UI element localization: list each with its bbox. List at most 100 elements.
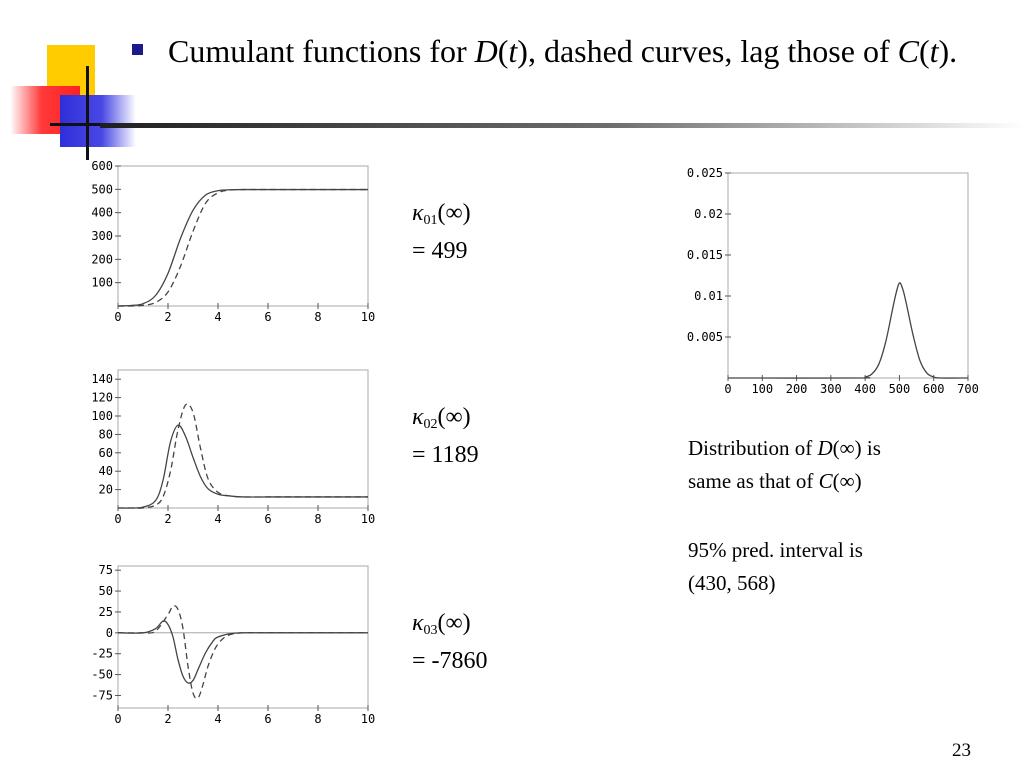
kappa02-annotation: κ02(∞) = 1189: [412, 402, 479, 470]
x-tick-label: 0: [724, 382, 731, 396]
kappa-arg: (∞): [437, 404, 471, 430]
y-tick-label: 0: [106, 626, 113, 640]
x-tick-label: 0: [114, 512, 121, 526]
x-tick-label: 6: [264, 310, 271, 324]
y-tick-label: 600: [91, 160, 113, 173]
x-tick-label: 2: [164, 512, 171, 526]
y-tick-label: 25: [99, 605, 113, 619]
y-tick-label: 50: [99, 584, 113, 598]
title-t-var: t: [508, 33, 518, 69]
note-text: (430, 568): [688, 571, 776, 595]
note-text: Distribution of: [688, 436, 818, 460]
x-tick-label: 600: [923, 382, 945, 396]
x-tick-label: 10: [361, 310, 375, 324]
solid-series-line: [117, 620, 368, 684]
y-tick-label: 100: [91, 276, 113, 290]
kappa-symbol: κ: [412, 404, 424, 430]
note-text: 95% pred. interval is: [688, 538, 863, 562]
y-tick-label: 200: [91, 252, 113, 266]
distribution-note: Distribution of D(∞) is same as that of …: [688, 432, 881, 498]
y-tick-label: 500: [91, 182, 113, 196]
y-tick-label: -25: [91, 647, 113, 661]
kappa-arg: (∞): [437, 200, 471, 226]
x-tick-label: 4: [214, 310, 221, 324]
chart-distribution: 0.005 0.01 0.015 0.02 0.025 0 100 200 300 400 500 6…: [687, 166, 979, 396]
chart-kappa02: 20 40 60 80 100 120 140 0 2 4 6 8 10: [91, 369, 375, 526]
title-paren: ).: [938, 33, 958, 69]
title-paren: (: [918, 33, 930, 69]
y-tick-label: 75: [99, 563, 113, 577]
kappa-value: = 499: [412, 238, 468, 264]
y-tick-label: 0.015: [687, 248, 723, 262]
x-tick-label: 0: [114, 310, 121, 324]
decor-blue-square: [60, 95, 136, 147]
y-tick-label: 0.025: [687, 166, 723, 180]
x-tick-label: 0: [114, 712, 121, 726]
kappa-value: = 1189: [412, 442, 479, 468]
x-tick-label: 2: [164, 310, 171, 324]
x-tick-label: 8: [314, 512, 321, 526]
decor-horizontal-line: [50, 123, 106, 126]
y-tick-label: 0.02: [694, 207, 723, 221]
title-t-var: t: [929, 33, 939, 69]
y-tick-label: 40: [99, 464, 113, 478]
kappa-arg: (∞): [437, 610, 471, 636]
note-text: (∞): [832, 469, 862, 493]
note-symbol: C: [818, 469, 833, 493]
plot-frame: [117, 165, 369, 307]
dashed-series-line: [118, 403, 368, 509]
x-tick-label: 300: [820, 382, 842, 396]
y-tick-label: 120: [91, 391, 113, 405]
x-tick-label: 10: [361, 712, 375, 726]
solid-series-line: [727, 282, 969, 379]
x-tick-label: 6: [264, 512, 271, 526]
y-tick-label: 100: [91, 409, 113, 423]
note-text: (∞) is: [832, 436, 881, 460]
kappa-subscript: 01: [423, 213, 438, 228]
plot-frame: [117, 565, 369, 709]
title-paren: ): [517, 33, 528, 69]
interval-note: 95% pred. interval is (430, 568): [688, 534, 863, 600]
page-number: 23: [952, 740, 971, 761]
decor-vertical-line: [86, 66, 89, 160]
x-tick-label: 2: [164, 712, 171, 726]
y-tick-label: 20: [99, 483, 113, 497]
x-tick-label: 700: [957, 382, 979, 396]
y-tick-label: 0.01: [694, 289, 723, 303]
kappa-symbol: κ: [412, 200, 424, 226]
x-tick-label: 100: [751, 382, 773, 396]
kappa03-annotation: κ03(∞) = -7860: [412, 608, 488, 676]
x-tick-label: 8: [314, 712, 321, 726]
solid-series-line: [117, 424, 368, 509]
kappa-symbol: κ: [412, 610, 424, 636]
kappa-value: = -7860: [412, 648, 488, 674]
bullet-icon: [132, 44, 143, 55]
title-underline: [100, 123, 1024, 128]
x-tick-label: 6: [264, 712, 271, 726]
plot-frame: [117, 369, 369, 509]
note-symbol: D: [817, 436, 833, 460]
title-paren: (: [497, 33, 509, 69]
title-c-symbol: C: [897, 33, 919, 69]
dashed-series-line: [117, 605, 368, 700]
y-tick-label: 80: [99, 427, 113, 441]
title-part1: Cumulant functions for: [168, 33, 475, 69]
note-text: same as that of: [688, 469, 819, 493]
x-tick-label: 8: [314, 310, 321, 324]
y-tick-label: 140: [91, 372, 113, 386]
slide-title: Cumulant functions for D(t), dashed curv…: [132, 30, 1012, 72]
x-tick-label: 4: [214, 512, 221, 526]
kappa01-annotation: κ01(∞) = 499: [412, 198, 471, 266]
title-d-symbol: D: [474, 33, 498, 69]
y-tick-label: -75: [91, 688, 113, 702]
plot-frame: [727, 172, 969, 379]
x-tick-label: 4: [214, 712, 221, 726]
solid-series-line: [117, 188, 368, 307]
x-tick-label: 500: [889, 382, 911, 396]
y-tick-label: 60: [99, 446, 113, 460]
x-tick-label: 200: [786, 382, 808, 396]
title-part2: , dashed curves, lag those of: [527, 33, 898, 69]
x-tick-label: 400: [854, 382, 876, 396]
dashed-series-line: [117, 188, 368, 307]
